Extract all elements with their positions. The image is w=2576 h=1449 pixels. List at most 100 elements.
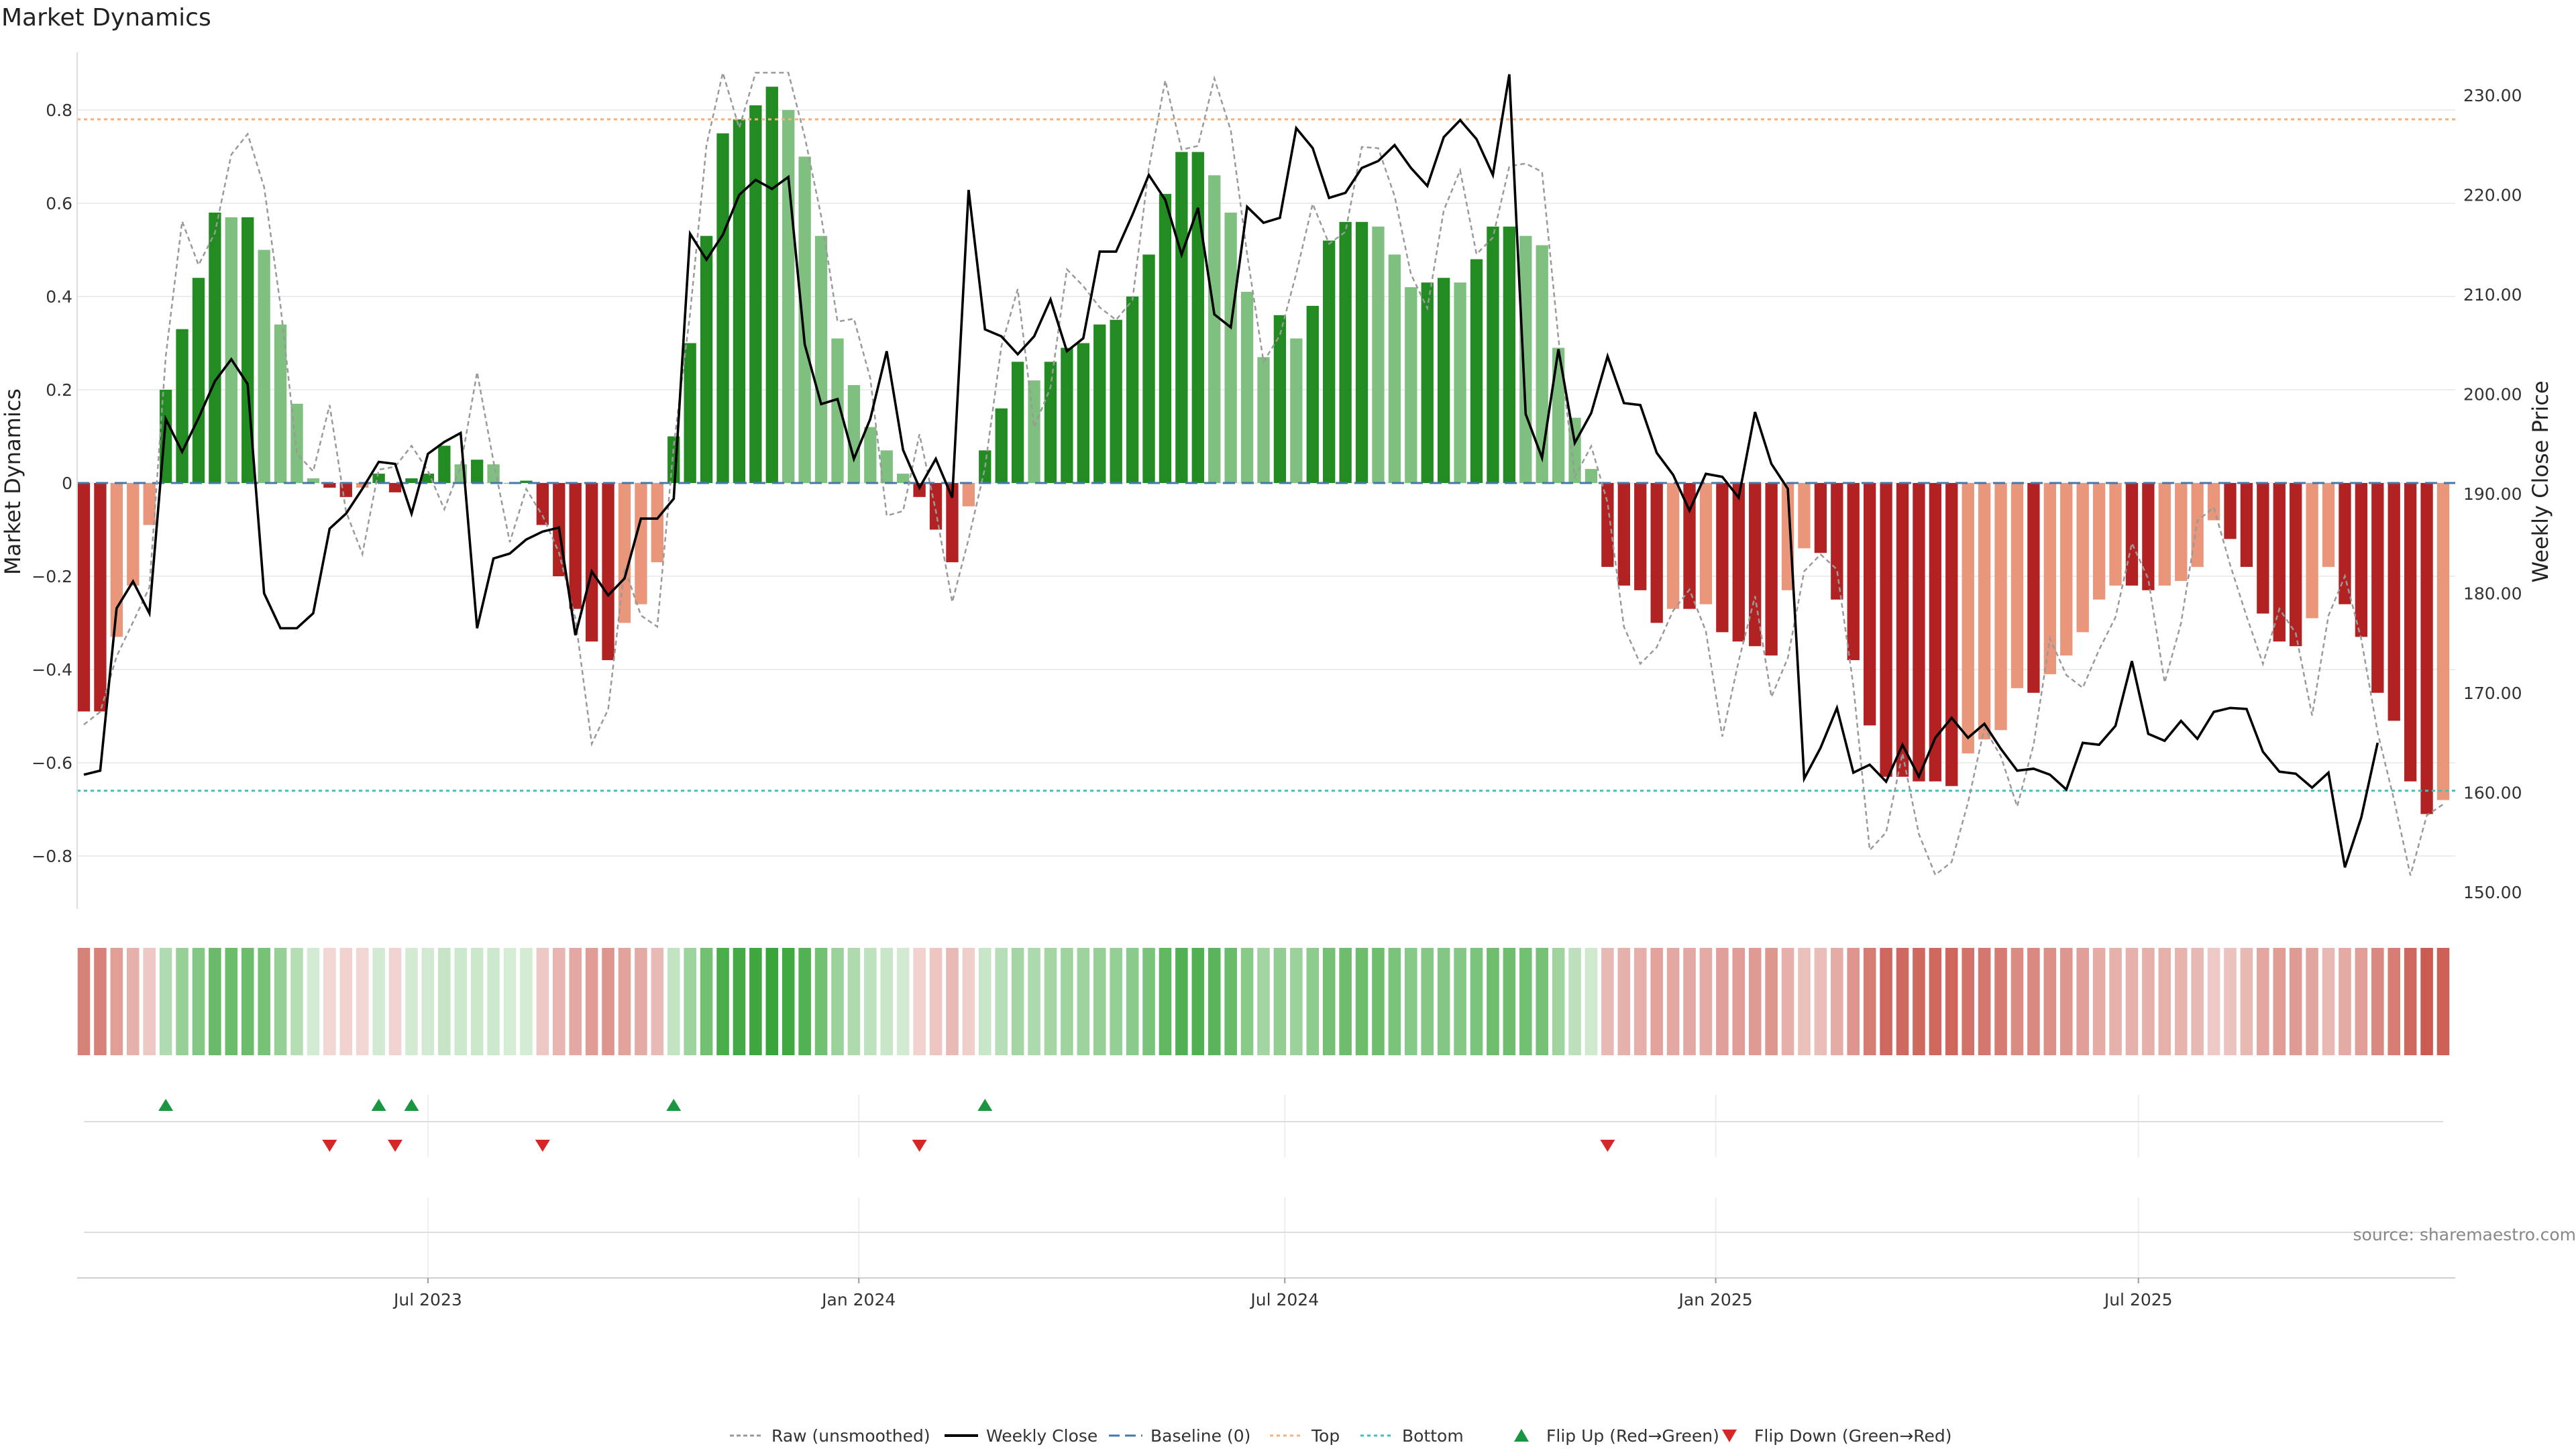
dynamics-bar <box>585 483 598 642</box>
dynamics-bar <box>635 483 647 604</box>
left-axis-label: Market Dynamics <box>0 388 25 575</box>
heat-strip-cell <box>323 948 336 1055</box>
heat-strip-cell <box>1208 948 1221 1055</box>
left-tick-label: 0.2 <box>46 380 72 400</box>
heat-strip-cell <box>2240 948 2253 1055</box>
heat-strip-cell <box>1011 948 1024 1055</box>
flip-up-marker <box>404 1099 419 1111</box>
dynamics-bar <box>1732 483 1745 642</box>
heat-strip-cell <box>503 948 517 1055</box>
main-panel: −0.8 −0.6 −0.4 −0.2 0 0.2 0.4 0.6 0.8 150.00 160.… <box>0 52 2553 909</box>
legend-item-close: Weekly Close <box>945 1426 1097 1446</box>
dynamics-bar <box>1978 483 1991 740</box>
dynamics-bar <box>176 329 189 483</box>
flip-down-marker <box>1600 1140 1615 1152</box>
dynamics-bar <box>2092 483 2106 600</box>
heat-strip-cell <box>1863 948 1876 1055</box>
heat-strip-cell <box>1240 948 1254 1055</box>
dynamics-bar <box>1306 305 1319 483</box>
dynamics-bar <box>1405 287 1417 483</box>
heat-strip-cell <box>2010 948 2024 1055</box>
heat-strip-cell <box>1224 948 1237 1055</box>
dynamics-bar <box>94 483 107 712</box>
heat-strip-cell <box>192 948 205 1055</box>
heat-strip-cell <box>1585 948 1598 1055</box>
heat-strip-cell <box>1487 948 1499 1055</box>
dynamics-bar <box>1044 362 1057 483</box>
right-axis-label: Weekly Close Price <box>2528 380 2553 582</box>
heat-strip-cell <box>1142 948 1155 1055</box>
dynamics-bar <box>77 483 91 712</box>
heat-strip-cell <box>1257 948 1270 1055</box>
heat-strip-cell <box>995 948 1008 1055</box>
dynamics-bar <box>897 474 910 483</box>
heat-strip-cell <box>1913 948 1925 1055</box>
dynamics-bar <box>1388 254 1401 483</box>
heat-strip-cell <box>798 948 811 1055</box>
flip-marker-panel <box>84 1095 2443 1157</box>
heat-strip-cell <box>307 948 320 1055</box>
dynamics-bar <box>1372 226 1385 483</box>
heat-strip-cell <box>847 948 861 1055</box>
dynamics-bar <box>1814 483 1827 553</box>
heat-strip-cell <box>946 948 959 1055</box>
dynamics-bar <box>1913 483 1925 782</box>
heat-strip-cell <box>94 948 107 1055</box>
heat-strip-cell <box>635 948 647 1055</box>
flip-up-marker <box>977 1099 993 1111</box>
dynamics-bar <box>2158 483 2171 586</box>
heat-strip-cell <box>1699 948 1713 1055</box>
dynamics-bar <box>1617 483 1630 586</box>
dynamics-bar <box>1257 357 1270 483</box>
dynamics-bar <box>258 250 270 483</box>
dynamics-bar <box>421 474 435 483</box>
heat-strip-cell <box>1978 948 1991 1055</box>
heat-strip-cell <box>1994 948 2007 1055</box>
legend-label: Bottom <box>1402 1426 1464 1446</box>
heat-strip-cell <box>372 948 385 1055</box>
legend-label: Flip Up (Red→Green) <box>1546 1426 1719 1446</box>
dynamics-bar <box>1487 226 1499 483</box>
dynamics-bar <box>2257 483 2269 614</box>
heat-strip-cell <box>159 948 172 1055</box>
dynamics-heat-strip <box>77 948 2450 1055</box>
dynamics-bar <box>192 278 205 483</box>
left-tick-label: 0 <box>62 474 72 493</box>
legend-item-flip_down: Flip Down (Green→Red) <box>1722 1426 1952 1446</box>
heat-strip-cell <box>388 948 402 1055</box>
heat-strip-cell <box>438 948 451 1055</box>
dynamics-bar <box>716 133 729 483</box>
legend-item-flip_up: Flip Up (Red→Green) <box>1514 1426 1719 1446</box>
heat-strip-cell <box>913 948 926 1055</box>
dynamics-bar <box>1240 292 1254 483</box>
heat-strip-cell <box>421 948 435 1055</box>
dynamics-bar <box>2306 483 2318 619</box>
dynamics-bar <box>225 217 237 483</box>
heat-strip-cell <box>2125 948 2139 1055</box>
dynamics-bar <box>323 483 336 488</box>
right-tick-label: 150.00 <box>2463 883 2522 902</box>
weekly-close-series <box>83 74 2379 868</box>
dynamics-bar <box>1749 483 1762 647</box>
heat-strip-cell <box>2158 948 2171 1055</box>
dynamics-bar <box>405 478 418 483</box>
heat-strip-cell <box>1437 948 1450 1055</box>
dynamics-bar <box>733 119 746 483</box>
heat-strip-cell <box>2436 948 2450 1055</box>
dynamics-bar <box>995 408 1008 483</box>
dynamics-bar <box>356 483 369 488</box>
heat-strip-cell <box>2207 948 2220 1055</box>
heat-strip-cell <box>2191 948 2204 1055</box>
heat-strip-cell <box>110 948 123 1055</box>
heat-strip-cell <box>1650 948 1663 1055</box>
dynamics-bar <box>209 212 221 483</box>
dynamics-bar <box>1208 175 1221 483</box>
dynamics-bar <box>864 427 877 483</box>
heat-strip-cell <box>1454 948 1466 1055</box>
x-axis-ticks: Jul 2023 Jan 2024 Jul 2024 Jan 2025 Jul 2025 <box>392 1278 2173 1309</box>
dynamics-bar <box>2355 483 2368 637</box>
heat-strip-cell <box>2355 948 2368 1055</box>
dynamics-bar <box>1011 362 1024 483</box>
dynamics-bar <box>569 483 582 609</box>
